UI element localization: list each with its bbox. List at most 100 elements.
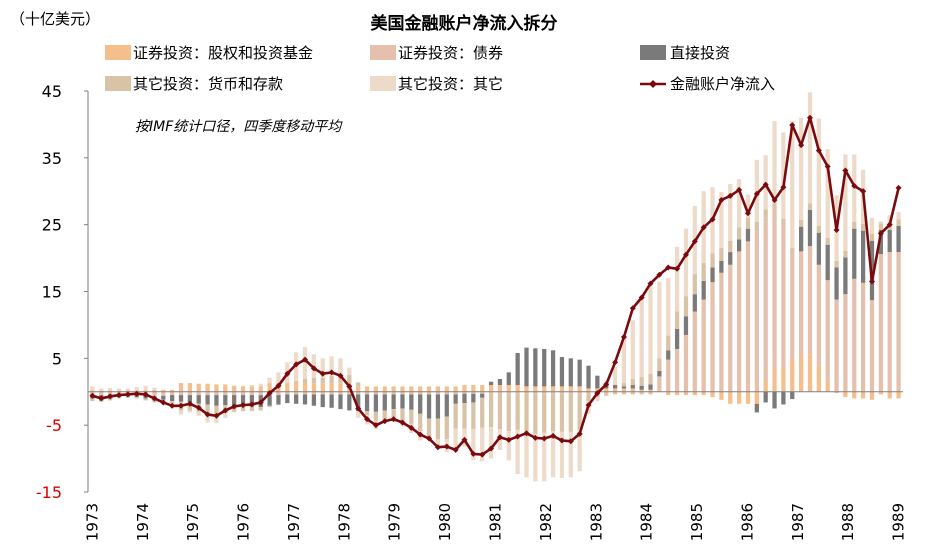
bar-other_other xyxy=(108,387,113,391)
bar-debt xyxy=(471,391,476,394)
bar-fdi xyxy=(267,395,272,406)
bar-fdi xyxy=(887,230,892,253)
bar-equity xyxy=(648,389,653,392)
bar-other_other xyxy=(648,285,653,374)
bar-debt xyxy=(666,359,671,392)
bar-other_other xyxy=(807,92,813,204)
bar-other_other xyxy=(621,336,627,384)
bar-other_other xyxy=(790,121,795,249)
bar-currency_deposits xyxy=(621,383,627,387)
line-point-net-flow xyxy=(682,251,689,258)
bar-debt xyxy=(249,391,255,396)
bar-currency_deposits xyxy=(435,418,441,440)
line-point-net-flow xyxy=(213,412,220,419)
bar-fdi xyxy=(745,228,751,242)
legend-item-net-flow: 金融账户净流入 xyxy=(640,75,775,93)
bar-equity xyxy=(125,390,130,392)
bar-equity xyxy=(550,386,556,392)
bar-debt xyxy=(736,251,742,392)
bar-equity xyxy=(719,391,724,400)
line-point-net-flow xyxy=(541,435,548,442)
bar-debt xyxy=(799,251,804,355)
line-point-net-flow xyxy=(780,184,787,191)
bar-currency_deposits xyxy=(347,375,352,387)
bar-fdi xyxy=(683,316,689,335)
chart-annotation: 按IMF统计口径，四季度移动平均 xyxy=(135,119,343,135)
x-tick-label: 1977 xyxy=(285,503,303,541)
bar-currency_deposits xyxy=(799,219,804,227)
bar-other_other xyxy=(302,346,308,380)
bar-equity xyxy=(630,388,635,392)
bar-other_other xyxy=(896,211,901,220)
bar-equity xyxy=(311,383,317,392)
bar-debt xyxy=(409,391,414,395)
x-tick-label: 1988 xyxy=(839,503,857,541)
bar-currency_deposits xyxy=(825,238,830,245)
bar-debt xyxy=(196,391,201,396)
bar-debt xyxy=(745,241,751,392)
bar-equity xyxy=(329,383,334,392)
bar-equity xyxy=(524,386,529,392)
bar-currency_deposits xyxy=(586,394,591,402)
bar-currency_deposits xyxy=(683,296,689,317)
bar-other_other xyxy=(568,431,573,478)
x-tick-label: 1973 xyxy=(83,503,101,541)
bar-equity xyxy=(506,385,511,392)
bar-currency_deposits xyxy=(152,400,157,403)
bar-currency_deposits xyxy=(648,373,653,385)
bar-equity xyxy=(152,389,157,392)
bar-equity xyxy=(391,386,396,392)
bar-other_other xyxy=(488,427,494,459)
line-point-net-flow xyxy=(656,271,663,278)
bar-equity xyxy=(887,391,892,399)
bar-currency_deposits xyxy=(418,413,423,432)
bar-equity xyxy=(409,386,414,392)
bar-equity xyxy=(790,359,795,392)
bar-other_other xyxy=(90,386,95,391)
bar-currency_deposits xyxy=(790,248,795,255)
line-point-net-flow xyxy=(381,418,388,425)
line-point-net-flow xyxy=(753,190,760,197)
bar-debt xyxy=(99,391,104,396)
line-point-net-flow xyxy=(240,402,247,409)
bar-currency_deposits xyxy=(639,377,644,386)
line-point-net-flow xyxy=(124,391,131,398)
bar-equity xyxy=(480,385,485,392)
bar-debt xyxy=(586,391,591,395)
bar-debt xyxy=(382,391,387,395)
bar-fdi xyxy=(329,394,334,408)
x-tick-label: 1984 xyxy=(638,503,656,541)
bar-equity xyxy=(861,391,866,399)
bar-fdi xyxy=(533,348,538,387)
line-point-net-flow xyxy=(895,184,902,191)
legend-item-debt: 证券投资：债券 xyxy=(370,44,503,62)
bar-fdi xyxy=(232,395,237,406)
legend-item-equity: 证券投资：股权和投资基金 xyxy=(105,44,313,62)
bar-other_other xyxy=(612,367,618,385)
bar-debt xyxy=(347,391,352,395)
legend-swatch-currency-deposits xyxy=(105,76,131,91)
bar-fdi xyxy=(763,391,768,403)
line-point-net-flow xyxy=(434,444,441,451)
bar-fdi xyxy=(630,385,635,389)
legend-marker-net-flow xyxy=(649,80,657,88)
bar-equity xyxy=(170,389,175,392)
bar-equity xyxy=(674,391,680,396)
bar-fdi xyxy=(488,381,494,386)
line-point-net-flow xyxy=(886,221,893,228)
bar-debt xyxy=(763,217,768,382)
bar-debt xyxy=(418,391,423,395)
bar-debt xyxy=(506,391,511,394)
bar-equity xyxy=(214,384,219,392)
bar-debt xyxy=(329,391,334,395)
bar-debt xyxy=(648,391,653,395)
bar-currency_deposits xyxy=(559,394,565,432)
legend-item-currency-deposits: 其它投资：货币和存款 xyxy=(105,75,283,93)
bar-currency_deposits xyxy=(852,221,857,229)
line-point-net-flow xyxy=(762,181,769,188)
line-point-net-flow xyxy=(426,435,433,442)
x-tick-label: 1987 xyxy=(789,503,807,541)
line-point-net-flow xyxy=(594,390,601,397)
bar-currency_deposits xyxy=(444,416,449,440)
bar-currency_deposits xyxy=(506,393,511,432)
